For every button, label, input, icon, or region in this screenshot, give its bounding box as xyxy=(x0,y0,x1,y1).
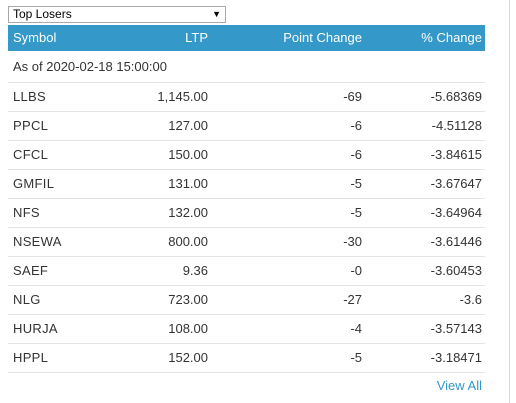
table-body: LLBS 1,145.00 -69 -5.68369 PPCL 127.00 -… xyxy=(8,83,485,373)
table-row[interactable]: NSEWA 800.00 -30 -3.61446 xyxy=(8,228,485,257)
cell-point-change: -6 xyxy=(350,147,362,162)
cell-symbol[interactable]: PPCL xyxy=(13,118,49,133)
cell-pct-change: -3.64964 xyxy=(430,205,482,220)
cell-symbol[interactable]: CFCL xyxy=(13,147,49,162)
table-row[interactable]: HPPL 152.00 -5 -3.18471 xyxy=(8,344,485,373)
table-row[interactable]: GMFIL 131.00 -5 -3.67647 xyxy=(8,170,485,199)
cell-pct-change: -3.84615 xyxy=(430,147,482,162)
table-row[interactable]: LLBS 1,145.00 -69 -5.68369 xyxy=(8,83,485,112)
table-row[interactable]: NFS 132.00 -5 -3.64964 xyxy=(8,199,485,228)
cell-ltp: 127.00 xyxy=(168,118,208,133)
cell-pct-change: -4.51128 xyxy=(431,118,482,133)
cell-pct-change: -3.6 xyxy=(459,292,482,307)
cell-ltp: 723.00 xyxy=(168,292,208,307)
cell-symbol[interactable]: GMFIL xyxy=(13,176,55,191)
view-all-link[interactable]: View All xyxy=(436,378,482,393)
cell-ltp: 1,145.00 xyxy=(157,89,208,104)
cell-ltp: 152.00 xyxy=(168,350,208,365)
header-ltp: LTP xyxy=(185,30,208,45)
top-losers-table: Symbol LTP Point Change % Change As of 2… xyxy=(8,25,485,373)
header-symbol: Symbol xyxy=(13,30,57,45)
cell-point-change: -4 xyxy=(350,321,362,336)
cell-point-change: -27 xyxy=(343,292,362,307)
cell-point-change: -30 xyxy=(343,234,362,249)
table-row[interactable]: SAEF 9.36 -0 -3.60453 xyxy=(8,257,485,286)
as-of-timestamp: As of 2020-02-18 15:00:00 xyxy=(8,51,485,83)
table-row[interactable]: CFCL 150.00 -6 -3.84615 xyxy=(8,141,485,170)
cell-symbol[interactable]: HURJA xyxy=(13,321,58,336)
cell-point-change: -6 xyxy=(350,118,362,133)
cell-ltp: 800.00 xyxy=(168,234,208,249)
cell-ltp: 108.00 xyxy=(168,321,208,336)
cell-pct-change: -3.18471 xyxy=(430,350,482,365)
header-point-change: Point Change xyxy=(283,30,362,45)
cell-symbol[interactable]: LLBS xyxy=(13,89,47,104)
cell-symbol[interactable]: SAEF xyxy=(13,263,49,278)
triangle-down-icon: ▼ xyxy=(212,9,221,19)
cell-ltp: 9.36 xyxy=(182,263,208,278)
cell-pct-change: -3.57143 xyxy=(430,321,482,336)
cell-symbol[interactable]: NFS xyxy=(13,205,40,220)
cell-point-change: -5 xyxy=(350,176,362,191)
table-row[interactable]: HURJA 108.00 -4 -3.57143 xyxy=(8,315,485,344)
cell-point-change: -0 xyxy=(350,263,362,278)
cell-point-change: -5 xyxy=(350,205,362,220)
cell-pct-change: -3.67647 xyxy=(430,176,482,191)
table-row[interactable]: PPCL 127.00 -6 -4.51128 xyxy=(8,112,485,141)
cell-symbol[interactable]: NSEWA xyxy=(13,234,62,249)
cell-pct-change: -3.61446 xyxy=(430,234,482,249)
cell-point-change: -69 xyxy=(343,89,362,104)
cell-ltp: 131.00 xyxy=(168,176,208,191)
cell-ltp: 132.00 xyxy=(168,205,208,220)
table-header: Symbol LTP Point Change % Change xyxy=(8,25,485,51)
header-pct-change: % Change xyxy=(421,30,482,45)
cell-pct-change: -5.68369 xyxy=(430,89,482,104)
losers-gainers-select[interactable]: Top Losers ▼ xyxy=(8,6,226,23)
cell-symbol[interactable]: HPPL xyxy=(13,350,49,365)
cell-pct-change: -3.60453 xyxy=(430,263,482,278)
table-row[interactable]: NLG 723.00 -27 -3.6 xyxy=(8,286,485,315)
cell-ltp: 150.00 xyxy=(168,147,208,162)
panel-border xyxy=(509,0,510,403)
cell-symbol[interactable]: NLG xyxy=(13,292,41,307)
select-value: Top Losers xyxy=(13,7,72,21)
cell-point-change: -5 xyxy=(350,350,362,365)
